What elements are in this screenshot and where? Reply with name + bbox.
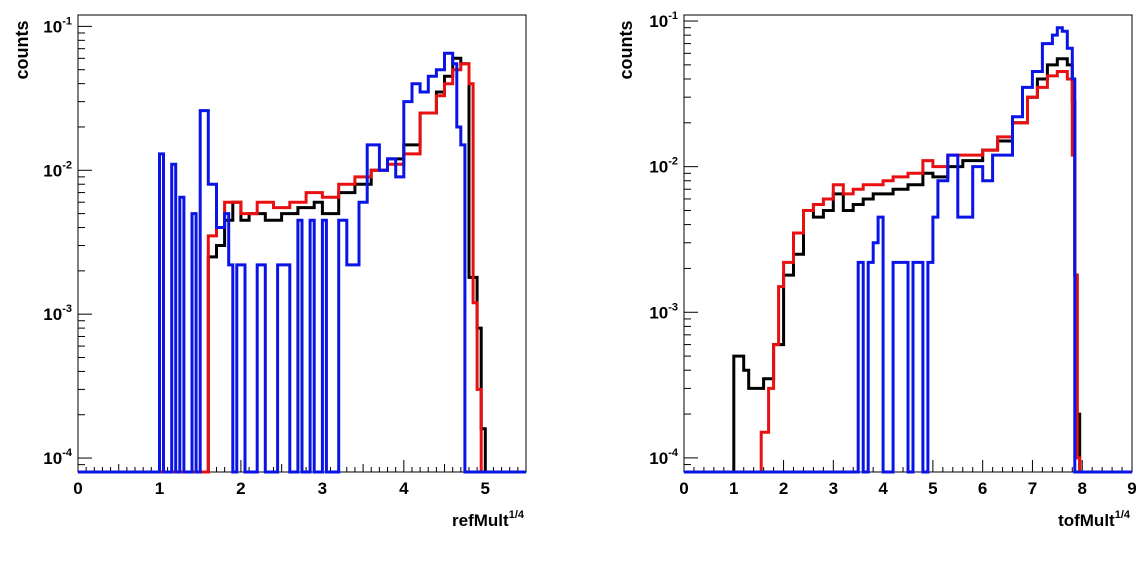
x-tick-label: 1: [729, 479, 738, 498]
chart-panel-tofmult: 0 1 2 3 4 5 6 7 8 9 10-4 10-3 10-2 10-1 tofMult1/4 coun…: [616, 10, 1137, 530]
x-tick-label: 5: [928, 479, 937, 498]
y-tick-label: 10-3: [43, 303, 72, 324]
x-tick-label: 4: [399, 479, 409, 498]
x-tick-label: 1: [155, 479, 164, 498]
y-tick-label: 10-4: [43, 447, 73, 468]
x-tick-label: 5: [481, 479, 490, 498]
y-tick-label: 10-3: [649, 301, 678, 322]
x-tick-label: 0: [679, 479, 688, 498]
x-tick-label: 6: [978, 479, 987, 498]
x-tick-label: 7: [1028, 479, 1037, 498]
x-tick-label: 9: [1127, 479, 1136, 498]
series-line-3: [78, 51, 526, 474]
x-axis-title: refMult1/4: [452, 509, 525, 530]
chart-panel-refmult: 0 1 2 3 4 5 10-4 10-3 10-2 10-1 refMult1/4 counts: [12, 14, 527, 530]
x-axis-title: tofMult1/4: [1058, 509, 1131, 530]
series-line-3: [684, 26, 1132, 474]
y-axis-title: counts: [616, 20, 636, 79]
x-tick-label: 0: [73, 479, 82, 498]
x-tick-label: 2: [779, 479, 788, 498]
y-tick-label: 10-2: [649, 156, 678, 177]
y-tick-label: 10-1: [649, 10, 678, 31]
series-line-2: [78, 62, 526, 474]
y-axis-title: counts: [12, 20, 32, 79]
series-line-2: [684, 70, 1132, 474]
x-tick-label: 8: [1077, 479, 1086, 498]
y-tick-label: 10-1: [43, 15, 72, 36]
x-tick-label: 3: [318, 479, 327, 498]
y-tick-label: 10-4: [649, 447, 679, 468]
x-tick-label: 3: [829, 479, 838, 498]
y-tick-label: 10-2: [43, 159, 72, 180]
x-tick-label: 2: [236, 479, 245, 498]
x-tick-label: 4: [878, 479, 888, 498]
